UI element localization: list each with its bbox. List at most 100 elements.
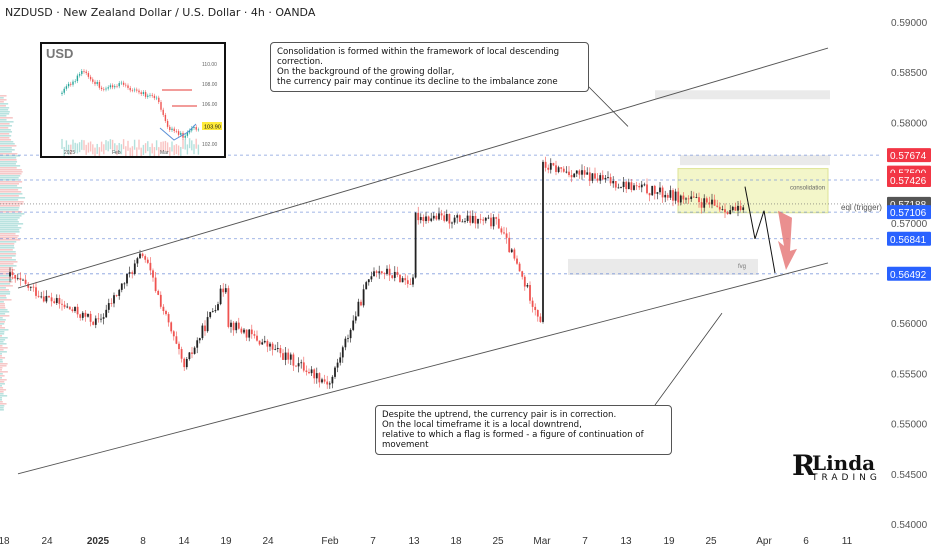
inset-volume-bar: [140, 147, 142, 156]
inset-volume-bar: [89, 141, 92, 152]
volume-profile-bar: [0, 167, 17, 169]
inset-price-label: 103.90: [204, 125, 221, 131]
candle-up: [471, 215, 474, 223]
inset-candle-up: [96, 81, 98, 85]
inset-volume-bar: [164, 140, 167, 151]
candle-up: [66, 306, 69, 308]
inset-pattern-line: [159, 123, 197, 141]
volume-profile-bar: [0, 247, 15, 249]
inset-volume-bar: [155, 140, 158, 151]
inset-volume-bar: [149, 146, 151, 156]
volume-profile-bar: [0, 179, 19, 181]
price-tick-label: 0.55000: [891, 420, 928, 431]
candles: [9, 156, 745, 389]
candle-up: [139, 253, 141, 259]
candle-up: [55, 298, 58, 304]
inset-candle-up: [155, 97, 158, 99]
volume-profile-bar: [0, 181, 23, 183]
inset-volume-bar: [105, 140, 107, 151]
inset-volume-bar: [114, 143, 116, 154]
candle-down: [568, 171, 570, 176]
inset-candle-up: [149, 94, 151, 96]
inset-candle-up: [197, 129, 200, 131]
candle-down: [716, 205, 719, 207]
candle-up: [136, 258, 139, 264]
inset-candle-up: [109, 85, 112, 88]
candle-down: [448, 214, 451, 224]
candle-down: [443, 215, 446, 221]
volume-profile-bar: [0, 215, 22, 217]
inset-x-label: Feb: [112, 150, 121, 156]
inset-title: USD: [46, 46, 74, 61]
candle-down: [318, 373, 321, 383]
inset-volume-bar: [142, 144, 145, 155]
candle-down: [191, 352, 193, 354]
candle-down: [495, 217, 498, 219]
candle-up: [235, 322, 238, 331]
volume-profile-bar: [0, 367, 3, 369]
candle-down: [503, 232, 505, 234]
inset-volume-bar: [169, 147, 171, 156]
candle-up: [622, 181, 625, 188]
volume-profile-bar: [0, 269, 15, 271]
volume-profile-bar: [0, 103, 9, 105]
candle-up: [711, 199, 713, 205]
inset-volume-bar: [182, 138, 184, 149]
inset-candle-up: [61, 92, 63, 94]
time-tick-label: 19: [220, 536, 232, 547]
inset-candle-up: [67, 83, 70, 87]
candle-down: [404, 278, 407, 281]
inset-volume-bar: [158, 147, 160, 156]
volume-profile-bar: [0, 265, 17, 267]
candle-down: [739, 205, 742, 210]
inset-candle-down: [195, 127, 197, 130]
candle-up: [100, 318, 102, 320]
volume-profile-bar: [0, 351, 7, 353]
volume-profile-bar: [0, 345, 3, 347]
inset-volume-bar: [177, 145, 180, 156]
candle-down: [266, 340, 269, 347]
volume-profile-bar: [0, 173, 22, 175]
candle-down: [35, 287, 37, 296]
volume-profile-bar: [0, 205, 20, 207]
candle-down: [131, 272, 134, 274]
inset-volume-bar: [107, 141, 109, 152]
candle-down: [638, 186, 641, 188]
volume-profile-bar: [0, 241, 17, 243]
inset-volume-bar: [162, 141, 164, 152]
time-tick-label: 8: [140, 536, 146, 547]
candle-up: [466, 215, 469, 222]
volume-profile-bar: [0, 135, 12, 137]
volume-profile-bar: [0, 183, 20, 185]
candle-down: [500, 228, 503, 233]
candle-up: [352, 320, 355, 330]
candle-up: [659, 187, 661, 193]
inset-candle-down: [100, 87, 103, 90]
candle-down: [79, 314, 82, 318]
candle-down: [24, 279, 27, 284]
candle-up: [120, 283, 123, 290]
inset-volume-bar: [166, 142, 169, 153]
time-tick-label: 13: [620, 536, 632, 547]
candle-down: [50, 297, 53, 302]
volume-profile-bar: [0, 377, 2, 379]
volume-profile-bar: [0, 399, 2, 401]
candle-up: [365, 282, 368, 290]
logo-main: Linda: [812, 451, 876, 475]
candle-down: [37, 295, 40, 297]
candle-up: [81, 312, 84, 318]
time-tick-label: 13: [408, 536, 420, 547]
inset-candle-up: [65, 86, 68, 89]
candle-up: [414, 212, 417, 278]
candle-down: [601, 175, 604, 180]
volume-profile-bar: [0, 255, 16, 257]
volume-profile-bar: [0, 315, 10, 317]
candle-up: [45, 295, 48, 302]
time-tick-label: 11: [842, 536, 853, 547]
inset-volume-bar: [144, 143, 147, 154]
volume-profile-bar: [0, 197, 26, 199]
inset-volume-bar: [109, 139, 112, 150]
candle-up: [248, 329, 251, 338]
volume-profile-bar: [0, 387, 4, 389]
